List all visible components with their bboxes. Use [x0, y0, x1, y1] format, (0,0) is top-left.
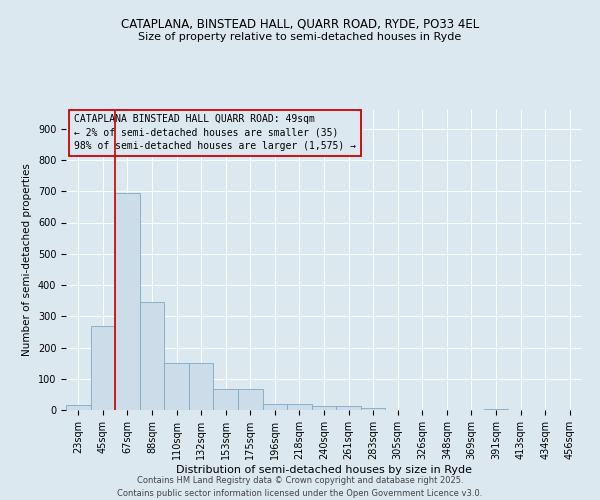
Bar: [336, 406, 361, 410]
Bar: [66, 406, 91, 410]
Bar: [214, 389, 238, 410]
Bar: [263, 404, 287, 410]
Bar: [115, 193, 140, 410]
Bar: [189, 363, 214, 410]
Y-axis label: Number of semi-detached properties: Number of semi-detached properties: [22, 164, 32, 356]
Text: Size of property relative to semi-detached houses in Ryde: Size of property relative to semi-detach…: [139, 32, 461, 42]
Bar: [91, 326, 115, 410]
Text: CATAPLANA BINSTEAD HALL QUARR ROAD: 49sqm
← 2% of semi-detached houses are small: CATAPLANA BINSTEAD HALL QUARR ROAD: 49sq…: [74, 114, 356, 151]
Bar: [287, 404, 312, 410]
Text: Contains HM Land Registry data © Crown copyright and database right 2025.
Contai: Contains HM Land Registry data © Crown c…: [118, 476, 482, 498]
Bar: [312, 406, 336, 410]
Bar: [140, 302, 164, 410]
Bar: [484, 409, 508, 410]
Text: CATAPLANA, BINSTEAD HALL, QUARR ROAD, RYDE, PO33 4EL: CATAPLANA, BINSTEAD HALL, QUARR ROAD, RY…: [121, 18, 479, 30]
Bar: [164, 363, 189, 410]
Bar: [238, 389, 263, 410]
Bar: [361, 408, 385, 410]
X-axis label: Distribution of semi-detached houses by size in Ryde: Distribution of semi-detached houses by …: [176, 464, 472, 474]
